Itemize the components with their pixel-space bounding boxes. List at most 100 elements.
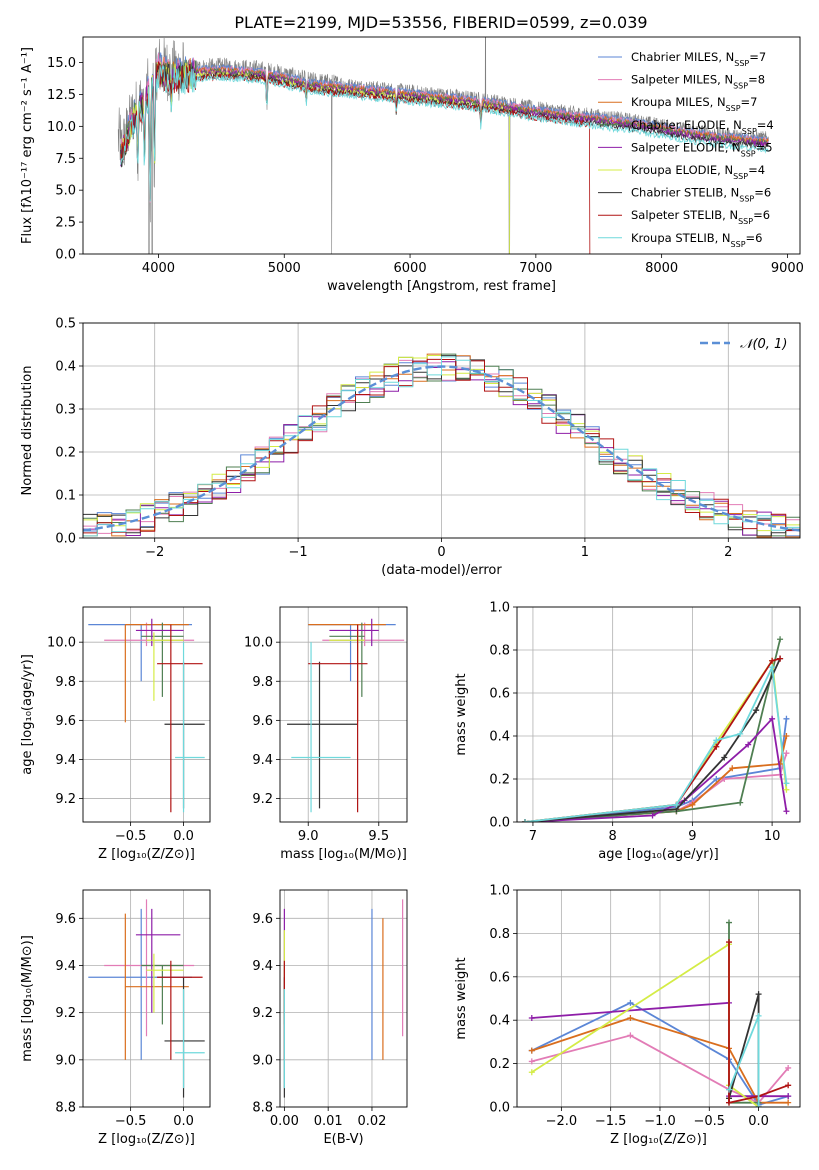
errorbar-kroupa-elodie bbox=[146, 953, 184, 1013]
y-tick-label: 0.4 bbox=[489, 730, 510, 745]
weight-marker bbox=[521, 819, 528, 822]
weight-marker bbox=[755, 1104, 762, 1107]
panel-weight_vs_age: 7 8 9 10 0.0 0.2 0.4 0.6 0.8 1.0 age [log₁₀(age/yr… bbox=[454, 601, 801, 862]
y-tick-label: 10.0 bbox=[244, 636, 273, 651]
weight-marker bbox=[769, 657, 776, 664]
errorbar-salpeter-stelib bbox=[157, 960, 203, 1060]
panel-mass_vs_z: −0.5 0.0 8.8 9.0 9.2 9.4 9.6 Z [log₁₀(Z/Z⊙)] mas… bbox=[20, 889, 211, 1147]
errorbar-chabrier-elodie bbox=[329, 622, 365, 697]
y-tick-label: 0.8 bbox=[489, 927, 510, 942]
y-tick-label: 0.1 bbox=[55, 489, 76, 504]
errorbar-salpeter-elodie bbox=[329, 618, 379, 647]
y-tick-label: 8.8 bbox=[252, 1101, 273, 1116]
x-tick-label: 7000 bbox=[519, 261, 552, 276]
weight-marker bbox=[769, 715, 776, 722]
x-axis-label: age [log₁₀(age/yr)] bbox=[598, 847, 719, 862]
y-tick-label: 0.2 bbox=[55, 446, 76, 461]
weight-line-kroupa-stelib bbox=[524, 664, 788, 822]
errorbar-kroupa-stelib bbox=[175, 642, 205, 813]
plot-area bbox=[528, 919, 792, 1107]
x-tick-label: 5000 bbox=[268, 261, 301, 276]
x-tick-label: 0.0 bbox=[173, 1114, 194, 1129]
y-tick-label: 9.4 bbox=[252, 753, 273, 768]
panel-age_vs_z: −0.5 0.0 9.2 9.4 9.6 9.8 10.0 Z [log₁₀(Z/Z⊙)] ag… bbox=[20, 606, 211, 862]
plot-area bbox=[83, 353, 800, 538]
weight-marker bbox=[777, 636, 784, 643]
y-tick-label: 2.5 bbox=[55, 216, 76, 231]
weight-marker bbox=[627, 1015, 634, 1022]
x-tick-label: 8000 bbox=[645, 261, 678, 276]
panel-weight_vs_z: −2.0 −1.5 −1.0 −0.5 0.0 0.0 0.2 0.4 0.6 0.8 1.0 Z [… bbox=[454, 884, 801, 1147]
errorbar-kroupa-miles bbox=[124, 913, 189, 1060]
legend-entry: 𝒩(0, 1) bbox=[740, 337, 787, 352]
x-tick-label: 9000 bbox=[771, 261, 804, 276]
y-tick-label: 9.0 bbox=[55, 1053, 76, 1068]
y-tick-label: 0.0 bbox=[489, 816, 510, 831]
weight-line-chabrier-elodie bbox=[524, 639, 781, 822]
weight-marker bbox=[783, 780, 790, 787]
panel-age_vs_mass: 9.0 9.5 9.2 9.4 9.6 9.8 10.0 mass [log₁₀(M/M⊙)] bbox=[244, 606, 408, 862]
x-tick-label: 9.0 bbox=[298, 829, 319, 844]
weight-marker bbox=[755, 991, 762, 998]
y-tick-label: 9.2 bbox=[252, 792, 273, 807]
y-tick-label: 0.3 bbox=[55, 403, 76, 418]
panel-mass_vs_ebv: 0.00 0.01 0.02 8.8 9.0 9.2 9.4 9.6 E(B-V) bbox=[252, 889, 408, 1147]
weight-marker bbox=[785, 1082, 792, 1089]
x-tick-label: −1.0 bbox=[644, 1114, 676, 1129]
y-axis-label: Flux [fλ10⁻¹⁷ erg cm⁻² s⁻¹ A⁻¹] bbox=[20, 47, 35, 244]
errorbar-kroupa-miles bbox=[124, 623, 189, 723]
plot-area bbox=[88, 899, 205, 1098]
axes-frame bbox=[82, 36, 801, 255]
y-tick-label: 9.6 bbox=[55, 912, 76, 927]
y-tick-label: 9.4 bbox=[55, 753, 76, 768]
x-tick-label: 9 bbox=[688, 829, 696, 844]
weight-marker bbox=[713, 743, 720, 750]
axes-frame bbox=[82, 322, 801, 539]
x-tick-label: −2.0 bbox=[546, 1114, 578, 1129]
y-tick-label: 10.0 bbox=[47, 120, 76, 135]
x-axis-label: wavelength [Angstrom, rest frame] bbox=[327, 279, 556, 294]
weight-line-salpeter-elodie bbox=[524, 716, 788, 822]
panel-residuals: −2 −1 0 1 2 0.0 0.1 0.2 0.3 0.4 0.5 (data-model)/er… bbox=[20, 317, 801, 578]
y-axis-label: Normed distribution bbox=[20, 366, 35, 496]
y-tick-label: 9.8 bbox=[55, 675, 76, 690]
weight-marker bbox=[649, 812, 656, 819]
y-tick-label: 9.2 bbox=[55, 1006, 76, 1021]
x-axis-label: E(B-V) bbox=[323, 1132, 363, 1147]
x-tick-label: 1 bbox=[581, 545, 589, 560]
weight-marker bbox=[755, 1012, 762, 1019]
errorbar-kroupa-stelib bbox=[175, 989, 205, 1089]
axes-frame bbox=[516, 606, 801, 823]
errorbar-kroupa-elodie bbox=[329, 632, 365, 701]
weight-marker bbox=[783, 786, 790, 793]
legend-entry: Kroupa ELODIE, NSSP=4 bbox=[631, 163, 765, 181]
weight-marker bbox=[737, 799, 744, 806]
weight-marker bbox=[713, 737, 720, 744]
panel-spectrum: 4000 5000 6000 7000 8000 9000 0.0 2.5 5.0 7.5 10.0… bbox=[20, 36, 804, 294]
errorbar-chabrier-miles bbox=[308, 623, 396, 682]
errorbar-chabrier-miles bbox=[88, 623, 193, 682]
y-tick-label: 0.6 bbox=[489, 687, 510, 702]
weight-marker bbox=[627, 1032, 634, 1039]
x-axis-label: mass [log₁₀(M/M⊙)] bbox=[280, 847, 407, 862]
plot-area bbox=[88, 618, 205, 813]
y-tick-label: 0.5 bbox=[55, 317, 76, 332]
errorbar-chabrier-stelib bbox=[287, 661, 358, 809]
plot-area bbox=[117, 37, 769, 254]
weight-marker bbox=[783, 733, 790, 739]
x-tick-label: 0.0 bbox=[748, 1114, 769, 1129]
x-tick-label: 9.5 bbox=[368, 829, 389, 844]
y-tick-label: 0.0 bbox=[489, 1101, 510, 1116]
plot-area bbox=[287, 618, 405, 813]
y-tick-label: 0.6 bbox=[489, 970, 510, 985]
weight-marker bbox=[528, 1058, 535, 1065]
weight-marker bbox=[726, 1099, 733, 1106]
x-tick-label: 6000 bbox=[394, 261, 427, 276]
y-tick-label: 9.0 bbox=[252, 1053, 273, 1068]
y-axis-label: mass weight bbox=[454, 673, 469, 755]
y-tick-label: 1.0 bbox=[489, 884, 510, 899]
y-tick-label: 9.4 bbox=[252, 959, 273, 974]
x-tick-label: 0.02 bbox=[357, 1114, 386, 1129]
y-tick-label: 9.2 bbox=[252, 1006, 273, 1021]
axes-frame bbox=[82, 889, 211, 1108]
